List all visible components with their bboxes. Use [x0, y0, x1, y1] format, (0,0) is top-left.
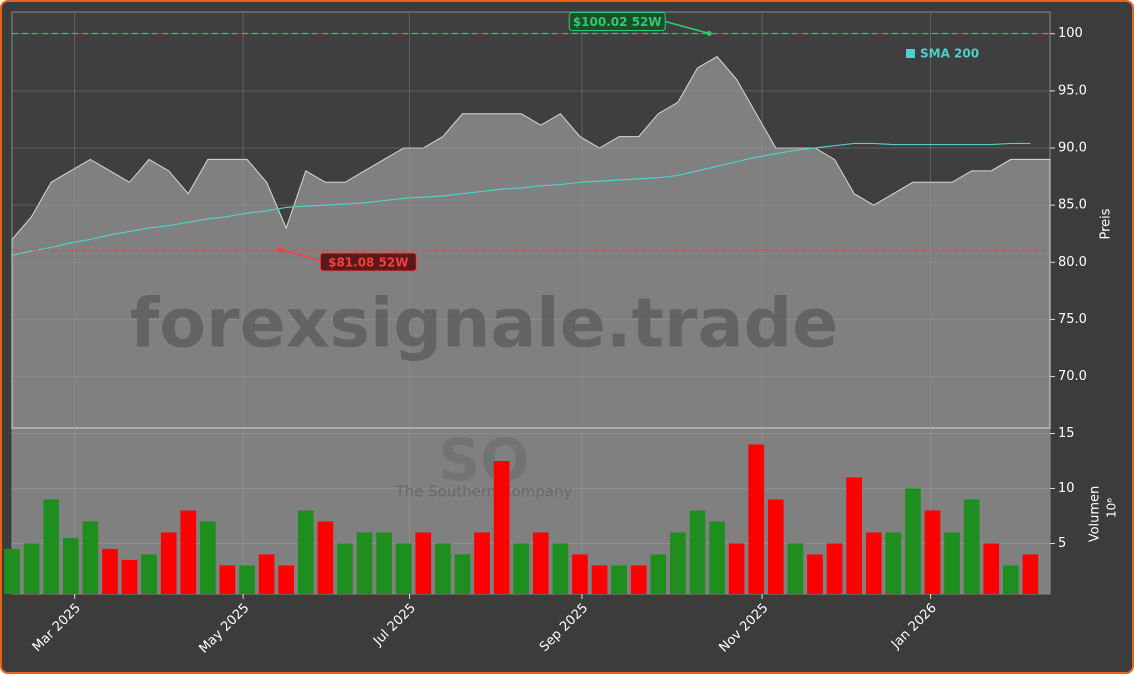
annotation-point	[277, 247, 283, 253]
volume-bar	[297, 510, 314, 594]
y2-tick-label: 10	[1058, 481, 1075, 496]
volume-bar	[630, 565, 647, 594]
sma-line	[11, 142, 1031, 257]
volume-bar	[356, 532, 373, 594]
volume-bar	[905, 488, 921, 594]
volume-bar	[1002, 565, 1019, 594]
y2-tick-label: 15	[1058, 426, 1075, 441]
volume-bar	[513, 543, 530, 594]
volume-bar	[552, 543, 569, 594]
volume-bar	[1022, 554, 1039, 594]
volume-bar	[239, 565, 255, 594]
x-tick-label: Jan 2026	[888, 601, 940, 653]
volume-bar	[591, 565, 608, 594]
volume-bar	[728, 543, 745, 594]
y-tick-label: 85.0	[1058, 198, 1087, 213]
volume-bar	[219, 565, 236, 594]
annotation-box	[568, 11, 666, 31]
volume-bar	[62, 537, 79, 594]
volume-bar	[787, 543, 804, 594]
ticker-watermark: SO	[438, 426, 529, 494]
y-tick-label: 90.0	[1058, 141, 1087, 156]
annotation-arrow	[280, 249, 327, 263]
volume-bar	[23, 543, 40, 594]
volume-bar	[102, 548, 118, 594]
volume-bar	[415, 532, 432, 594]
volume-bar	[572, 554, 588, 594]
x-tick-label: Sep 2025	[537, 601, 591, 655]
y-tick-label: 100	[1058, 26, 1083, 41]
volume-bar	[826, 543, 843, 594]
volume-bar	[317, 521, 334, 594]
y-tick-label: 95.0	[1058, 83, 1087, 98]
volume-bar	[709, 521, 725, 594]
y2-axis-unit: 10⁶	[1105, 498, 1119, 518]
annotation-label: $100.02 52W	[573, 15, 662, 29]
volume-bar	[121, 559, 138, 594]
volume-bar	[924, 510, 941, 594]
y-tick-label: 80.0	[1058, 255, 1087, 270]
volume-bar	[650, 554, 667, 594]
volume-bar	[435, 543, 451, 594]
volume-bar	[278, 565, 295, 594]
volume-bar	[689, 510, 706, 594]
volume-bar	[885, 532, 902, 594]
price-area	[11, 55, 1051, 429]
volume-bar	[807, 554, 823, 594]
x-tick-label: Mar 2025	[30, 601, 84, 655]
annotation-point	[706, 30, 712, 36]
legend-swatch	[906, 49, 915, 58]
volume-bar	[141, 554, 157, 594]
y2-axis-label: Volumen	[1088, 486, 1103, 543]
volume-bar	[160, 532, 177, 594]
volume-bar	[846, 477, 862, 594]
volume-bar	[767, 499, 784, 594]
volume-bar	[493, 460, 510, 594]
annotation-arrow	[665, 20, 710, 35]
volume-bar	[963, 499, 980, 594]
volume-bar	[200, 521, 216, 594]
y2-tick-label: 5	[1058, 536, 1066, 551]
volume-bar	[532, 532, 549, 594]
y-tick-label: 70.0	[1058, 369, 1087, 384]
volume-bar	[454, 554, 471, 594]
company-watermark: The Southern Company	[394, 483, 572, 501]
volume-bar	[865, 532, 882, 594]
watermark: forexsignale.trade	[130, 285, 839, 364]
volume-bar	[474, 532, 490, 594]
volume-bar	[4, 548, 20, 594]
volume-bar	[43, 499, 60, 594]
y-axis-label: Preis	[1099, 208, 1114, 239]
volume-bar	[82, 521, 99, 594]
volume-bar	[395, 543, 412, 594]
volume-bar	[748, 444, 765, 594]
x-tick-label: May 2025	[196, 601, 252, 657]
annotation-box	[319, 252, 417, 272]
annotation-label: $81.08 52W	[328, 255, 408, 269]
volume-bar	[944, 532, 960, 594]
volume-bar	[670, 532, 686, 594]
volume-bar	[983, 543, 1000, 594]
x-tick-label: Jul 2025	[370, 601, 419, 650]
y-tick-label: 75.0	[1058, 312, 1087, 327]
legend-label: SMA 200	[920, 47, 979, 61]
x-tick-label: Nov 2025	[717, 601, 772, 656]
volume-bar	[611, 565, 627, 594]
volume-bar	[258, 554, 275, 594]
volume-bar	[337, 543, 353, 594]
volume-bar	[376, 532, 392, 594]
volume-bar	[180, 510, 197, 594]
